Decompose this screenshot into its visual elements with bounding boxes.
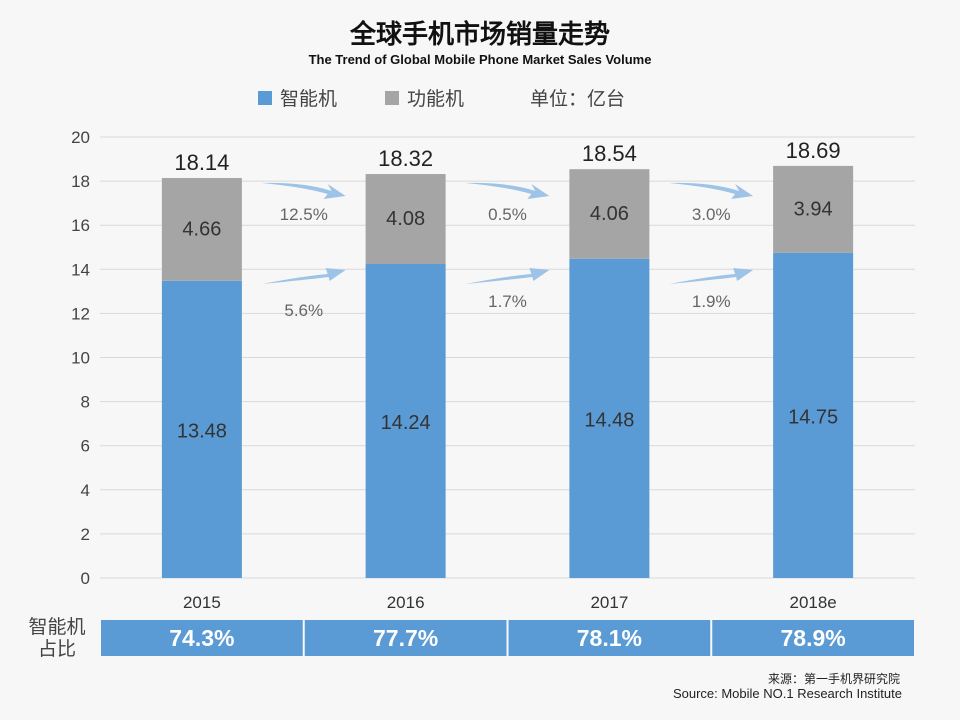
data-label: 14.24 — [381, 412, 431, 434]
y-tick-label: 14 — [71, 260, 90, 279]
total-label: 18.14 — [174, 150, 229, 175]
bar-smartphone — [569, 258, 650, 578]
arrow-smartphone — [669, 268, 754, 284]
share-value: 78.9% — [781, 625, 846, 651]
total-label: 18.32 — [378, 146, 433, 171]
share-value: 78.1% — [577, 625, 642, 651]
share-value: 74.3% — [169, 625, 234, 651]
growth-label-feature-phone: 12.5% — [280, 205, 328, 224]
arrow-smartphone — [465, 268, 550, 284]
growth-label-feature-phone: 0.5% — [488, 205, 527, 224]
arrow-feature-phone — [465, 182, 550, 199]
y-tick-label: 16 — [71, 216, 90, 235]
growth-label-feature-phone: 3.0% — [692, 205, 731, 224]
share-cell — [101, 620, 303, 656]
data-label: 3.94 — [794, 198, 833, 220]
legend-item-smartphone: 智能机 — [258, 84, 337, 111]
data-label: 13.48 — [177, 420, 227, 442]
bar-feature-phone — [569, 169, 650, 259]
bar-feature-phone — [773, 165, 854, 253]
total-label: 18.69 — [786, 138, 841, 163]
data-label: 4.08 — [386, 208, 425, 230]
y-tick-label: 10 — [71, 349, 90, 368]
legend-swatch — [258, 90, 272, 105]
arrow-feature-phone — [261, 182, 346, 199]
share-value: 77.7% — [373, 625, 438, 651]
y-tick-label: 20 — [71, 128, 90, 147]
x-tick-label: 2015 — [183, 593, 221, 612]
legend-label: 智能机 — [280, 88, 338, 110]
share-cell — [304, 620, 507, 656]
legend-label: 功能机 — [407, 88, 465, 110]
growth-label-smartphone: 1.9% — [692, 292, 731, 311]
data-label: 14.75 — [788, 406, 838, 428]
share-cell — [508, 620, 711, 656]
share-cell — [712, 620, 914, 656]
legend-item-feature-phone: 功能机 — [385, 84, 464, 111]
legend-swatch — [385, 90, 399, 105]
unit-label: 单位：亿台 — [530, 88, 626, 110]
bar-smartphone — [773, 252, 854, 578]
y-tick-label: 12 — [71, 304, 90, 323]
growth-label-smartphone: 5.6% — [284, 301, 323, 320]
share-label-line1: 智能机 — [28, 616, 86, 638]
y-tick-label: 2 — [81, 525, 90, 544]
source-en: Source: Mobile NO.1 Research Institute — [672, 686, 902, 701]
data-label: 14.48 — [584, 409, 634, 431]
growth-label-smartphone: 1.7% — [488, 292, 527, 311]
share-label-line2: 占比 — [37, 638, 76, 660]
chart-subtitle: The Trend of Global Mobile Phone Market … — [308, 52, 652, 67]
x-tick-label: 2017 — [590, 593, 628, 612]
bar-smartphone — [365, 264, 446, 578]
y-tick-label: 4 — [81, 481, 90, 500]
arrow-smartphone — [261, 268, 346, 284]
arrow-feature-phone — [669, 182, 754, 199]
x-tick-label: 2016 — [387, 593, 425, 612]
share-row-label: 智能机 占比 — [22, 616, 92, 660]
data-label: 4.66 — [182, 218, 221, 240]
y-tick-label: 0 — [81, 569, 90, 588]
bar-feature-phone — [365, 174, 446, 265]
y-tick-label: 8 — [81, 393, 90, 412]
y-tick-label: 18 — [71, 172, 90, 191]
source-cn: 来源：第一手机界研究院 — [767, 672, 900, 686]
bar-feature-phone — [161, 178, 242, 281]
bar-smartphone — [161, 280, 242, 578]
x-tick-label: 2018e — [789, 593, 836, 612]
chart-title: 全球手机市场销量走势 — [349, 20, 610, 50]
total-label: 18.54 — [582, 141, 637, 166]
data-label: 4.06 — [590, 203, 629, 225]
y-tick-label: 6 — [81, 437, 90, 456]
